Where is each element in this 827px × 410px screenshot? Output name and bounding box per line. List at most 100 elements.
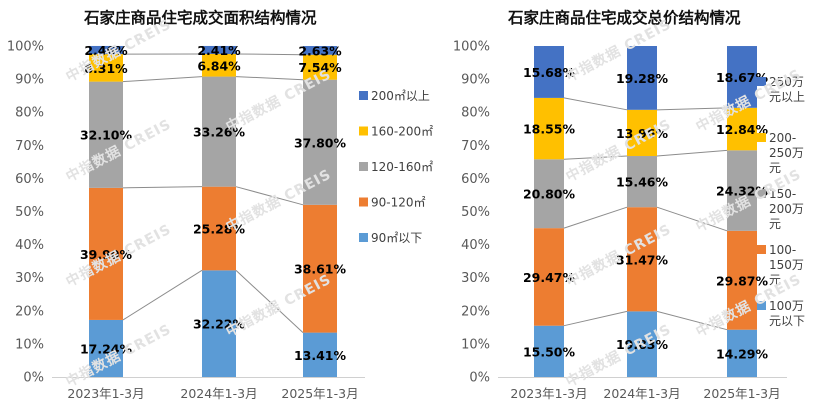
y-tick-label: 30% (461, 271, 490, 286)
legend-label: 元以下 (769, 314, 805, 328)
connector-line (235, 76, 304, 81)
data-label: 32.10% (80, 128, 133, 143)
bar-segment (627, 109, 657, 157)
legend-label: 元 (769, 273, 781, 287)
chart-title: 石家庄商品住宅成交面积结构情况 (84, 9, 317, 27)
data-label: 19.83% (616, 337, 669, 352)
bar-segment (89, 319, 123, 377)
data-label: 15.50% (523, 344, 576, 359)
y-tick-label: 30% (15, 271, 44, 286)
bar-segment (727, 329, 757, 377)
bar-segment (534, 325, 564, 377)
connector-line (563, 97, 628, 111)
connector-line (122, 186, 203, 189)
legend-label: 元 (769, 217, 781, 231)
bar-segment (727, 150, 757, 231)
connector-line (656, 310, 728, 331)
legend-label: 120-160㎡ (371, 160, 433, 174)
data-label: 6.84% (197, 58, 241, 73)
data-label: 18.55% (523, 122, 576, 137)
legend-label: 200㎡以上 (371, 89, 430, 103)
connector-line (122, 76, 203, 83)
legend-label: 元 (769, 161, 781, 175)
data-label: 12.84% (716, 122, 769, 137)
price-structure-plot: 0% 10% 20% 30% 40% 50% 60% 70% 80% 90% 100% 15.50% 1… (453, 40, 805, 402)
data-label: 7.54% (298, 60, 342, 75)
y-tick-label: 40% (15, 238, 44, 253)
connector-line (656, 149, 728, 157)
data-label: 13.41% (294, 348, 347, 363)
data-label: 32.22% (193, 317, 246, 332)
data-label: 17.24% (80, 341, 133, 356)
data-label: 25.28% (193, 222, 246, 237)
x-tick-label: 2025年1-3月 (703, 386, 780, 401)
y-tick-label: 100% (7, 40, 44, 55)
data-label: 2.46% (84, 43, 128, 58)
bar-segment (727, 46, 757, 108)
legend-label: 150万 (769, 258, 804, 272)
connector-line (563, 206, 628, 229)
bar-segment (303, 46, 337, 55)
legend-label: 90-120㎡ (371, 196, 426, 210)
bar-segment (627, 46, 657, 110)
area-structure-plot: 0% 10% 20% 30% 40% 50% 60% 70% 80% 90% 100% 17.24% 3… (7, 40, 433, 402)
y-tick-label: 10% (15, 337, 44, 352)
x-tick-label: 2024年1-3月 (180, 386, 257, 401)
data-label: 15.68% (523, 65, 576, 80)
data-label: 33.26% (193, 125, 246, 140)
area-structure-chart: 石家庄商品住宅成交面积结构情况 0% 10% 20% 30% 40% 50% 60% 70% 8… (7, 9, 433, 402)
legend-label: 150- (769, 187, 796, 201)
data-label: 29.47% (523, 270, 576, 285)
legend-label: 160-200㎡ (371, 125, 433, 139)
data-label: 8.31% (84, 61, 128, 76)
bar-segment (303, 79, 337, 205)
y-tick-label: 90% (15, 73, 44, 88)
bar-segment (202, 76, 236, 187)
y-tick-label: 60% (15, 172, 44, 187)
legend-swatch (359, 197, 368, 207)
bar-segment (202, 45, 236, 54)
bar-segment (534, 228, 564, 326)
price-structure-chart: 石家庄商品住宅成交总价结构情况 0% 10% 20% 30% 40% 50% 60% 70% 8… (414, 0, 827, 410)
legend-label: 200万 (769, 202, 804, 216)
x-tick-label: 2023年1-3月 (510, 386, 587, 401)
bar-segment (89, 81, 123, 188)
y-tick-label: 50% (15, 205, 44, 220)
data-label: 15.46% (616, 175, 669, 190)
legend-swatch (359, 162, 368, 171)
connector-line (656, 206, 728, 232)
y-tick-label: 20% (15, 304, 44, 319)
x-tick-label: 2025年1-3月 (281, 386, 358, 401)
legend-swatch (757, 189, 766, 198)
y-tick-label: 50% (461, 205, 490, 220)
chart-title: 石家庄商品住宅成交总价结构情况 (508, 9, 741, 27)
data-label: 29.87% (716, 273, 769, 288)
connector-line (656, 107, 728, 111)
connector-line (235, 269, 304, 333)
y-tick-label: 90% (461, 73, 490, 88)
x-tick-label: 2024年1-3月 (603, 386, 680, 401)
legend-swatch (757, 77, 766, 86)
data-label: 31.47% (616, 252, 669, 267)
y-tick-label: 80% (15, 106, 44, 121)
legend-label: 250万 (769, 146, 804, 160)
data-label: 18.67% (716, 70, 769, 85)
legend-label: 100- (769, 243, 796, 257)
bar-segment (303, 204, 337, 333)
connector-line (122, 269, 203, 321)
bar-segment (627, 207, 657, 312)
bar-segment (89, 187, 123, 320)
bar-segment (89, 54, 123, 82)
data-label: 38.61% (294, 262, 347, 277)
data-label: 13.96% (616, 126, 669, 141)
data-label: 2.41% (197, 43, 241, 58)
y-tick-label: 70% (15, 139, 44, 154)
legend-label: 100万 (769, 299, 804, 313)
connector-line (235, 186, 304, 206)
connector-line (563, 310, 628, 327)
legend-swatch (757, 301, 766, 310)
legend-swatch (359, 233, 368, 242)
y-tick-label: 80% (461, 106, 490, 121)
connector-line (563, 155, 628, 160)
connector-line (235, 53, 304, 56)
